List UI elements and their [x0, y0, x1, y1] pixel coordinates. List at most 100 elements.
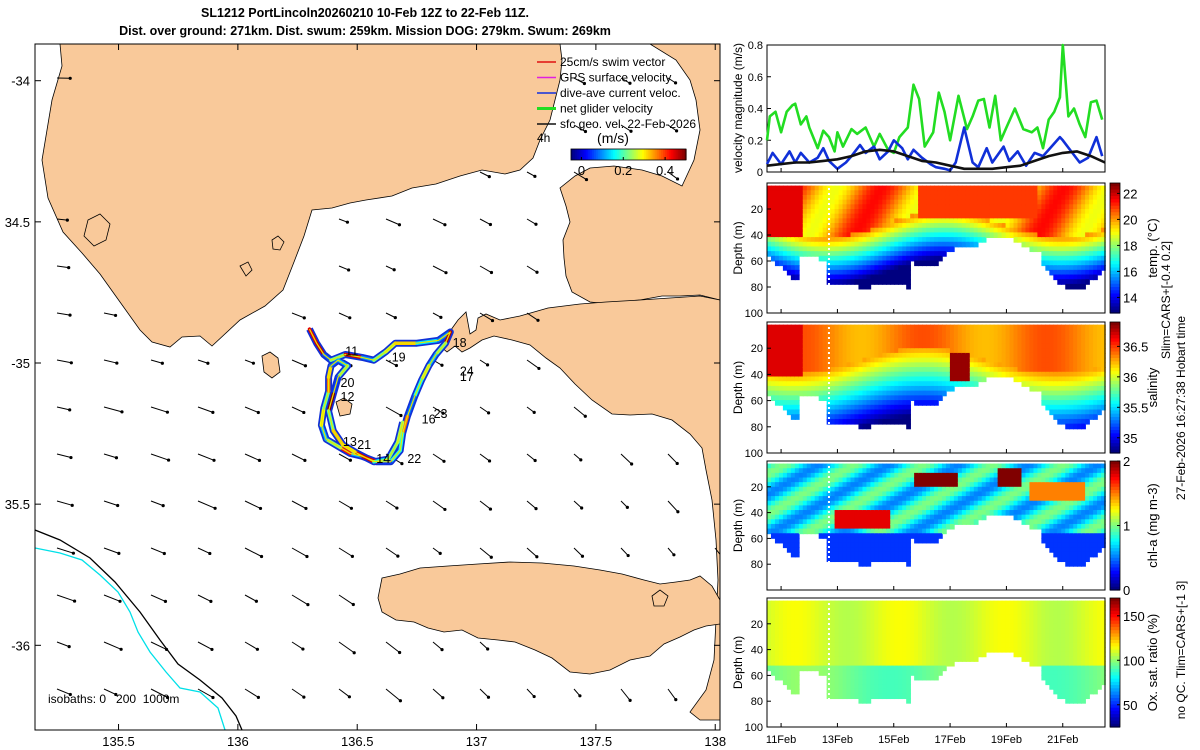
section-cell [862, 385, 868, 392]
section-cell [870, 547, 876, 553]
section-cell [1021, 352, 1027, 359]
section-cell [874, 482, 880, 488]
section-cell [902, 260, 907, 267]
section-cell [902, 265, 907, 271]
section-cell [842, 551, 848, 558]
section-cell [1073, 209, 1078, 215]
section-cell [782, 537, 788, 544]
colorbar-cell [594, 149, 597, 160]
section-cell [1081, 329, 1086, 335]
current-arrow [667, 688, 677, 700]
section-cell [981, 343, 987, 350]
section-cell [778, 348, 784, 354]
section-cell [1041, 237, 1047, 243]
section-cell [858, 496, 864, 502]
section-cell [1073, 241, 1078, 248]
current-arrow [56, 453, 72, 459]
section-cell [1045, 213, 1051, 220]
section-cell [1045, 357, 1051, 364]
section-cell [878, 213, 884, 220]
section-cell [882, 500, 888, 507]
section-cell [910, 232, 915, 239]
section-colorbar-cell [1110, 413, 1120, 418]
section-cell [898, 274, 903, 281]
section-cell [1025, 352, 1031, 359]
section-cell [1001, 204, 1007, 210]
section-cell [798, 338, 804, 345]
section-cell [969, 496, 975, 502]
section-cell [945, 185, 951, 192]
section-cell [1053, 223, 1059, 229]
section-cell [1093, 371, 1098, 378]
section-cell [878, 241, 884, 248]
section-cell [910, 199, 915, 206]
section-cell [886, 265, 892, 271]
section-cell [926, 533, 931, 539]
current-arrow [338, 641, 355, 654]
section-cell [1073, 348, 1078, 354]
section-cell [898, 400, 903, 406]
section-cell [1049, 218, 1055, 224]
section-cell [934, 491, 939, 498]
section-cell [854, 482, 860, 488]
section-cell [1073, 551, 1078, 558]
section-cell [1061, 414, 1067, 420]
section-cell [774, 357, 780, 364]
section-cell [973, 463, 979, 470]
section-cell [874, 279, 880, 285]
section-cell [874, 334, 880, 340]
section-cell [1081, 510, 1086, 516]
section-cell [1041, 390, 1047, 397]
current-arrow-head [347, 695, 351, 699]
section-cell [870, 324, 876, 331]
current-arrow-head [398, 699, 402, 703]
section-cell [1101, 533, 1106, 539]
section-cell [906, 260, 911, 267]
colorbar-title: (m/s) [597, 130, 629, 146]
section-cell [1033, 329, 1039, 335]
section-cell [830, 329, 836, 335]
section-cell [914, 376, 919, 383]
current-arrow [620, 547, 629, 556]
current-arrow-head [486, 695, 491, 699]
section-cell [870, 255, 876, 262]
section-cell [870, 482, 876, 488]
section-cell [1093, 265, 1098, 271]
section-cell [818, 194, 824, 201]
section-cell [834, 338, 840, 345]
section-cell [1065, 381, 1071, 387]
section-cell [870, 381, 876, 387]
section-cell [794, 371, 800, 378]
section-cell [1053, 390, 1059, 397]
section-cell [1097, 510, 1102, 516]
section-colorbar-cell [1110, 354, 1120, 359]
section-cell [941, 204, 947, 210]
section-cell [957, 213, 963, 220]
section-cell [1065, 283, 1071, 290]
section-cell [862, 348, 868, 354]
section-cell [814, 334, 820, 340]
section-cell [914, 218, 919, 224]
section-cell [818, 463, 824, 470]
section-cell [1001, 500, 1007, 507]
section-cell [937, 519, 943, 525]
section-cell [1017, 463, 1023, 470]
section-cell [1053, 381, 1059, 387]
section-cell [806, 324, 812, 331]
section-cell [767, 324, 772, 331]
section-cell [850, 324, 856, 331]
section-cell [874, 338, 880, 345]
section-cell [782, 390, 788, 397]
section-cell [1093, 185, 1098, 192]
section-cell [1101, 514, 1106, 521]
section-cell [770, 194, 776, 201]
section-cell [882, 329, 888, 335]
section-cell [894, 279, 900, 285]
section-cell [1081, 472, 1086, 479]
section-cell [822, 371, 828, 378]
section-cell [953, 463, 959, 470]
current-arrow [103, 453, 117, 459]
section-cell [858, 537, 864, 544]
section-cell [830, 395, 836, 402]
colorbar-cell [613, 149, 616, 160]
